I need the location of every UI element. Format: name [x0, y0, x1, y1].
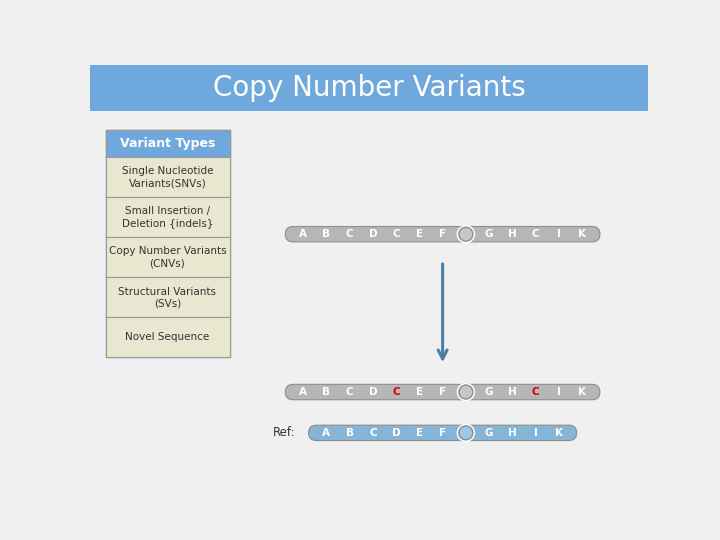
- FancyBboxPatch shape: [90, 65, 648, 111]
- Text: Small Insertion /
Deletion {indels}: Small Insertion / Deletion {indels}: [122, 206, 213, 228]
- FancyBboxPatch shape: [106, 237, 230, 278]
- Text: G: G: [485, 229, 493, 239]
- FancyBboxPatch shape: [285, 384, 600, 400]
- Text: E: E: [416, 428, 423, 438]
- Text: C: C: [392, 387, 400, 397]
- Text: K: K: [578, 387, 586, 397]
- Text: I: I: [557, 387, 561, 397]
- Text: K: K: [555, 428, 563, 438]
- FancyBboxPatch shape: [106, 130, 230, 157]
- Text: Variant Types: Variant Types: [120, 137, 215, 150]
- Text: Copy Number Variants: Copy Number Variants: [212, 74, 526, 102]
- Text: Copy Number Variants
(CNVs): Copy Number Variants (CNVs): [109, 246, 226, 268]
- Text: H: H: [508, 428, 517, 438]
- Circle shape: [459, 426, 473, 440]
- Text: I: I: [557, 229, 561, 239]
- Text: C: C: [532, 387, 539, 397]
- FancyBboxPatch shape: [106, 157, 230, 197]
- FancyBboxPatch shape: [309, 425, 577, 441]
- Text: F: F: [439, 229, 446, 239]
- FancyBboxPatch shape: [106, 318, 230, 357]
- Text: C: C: [392, 229, 400, 239]
- Text: Novel Sequence: Novel Sequence: [125, 333, 210, 342]
- Text: G: G: [485, 428, 493, 438]
- Circle shape: [457, 383, 474, 401]
- FancyBboxPatch shape: [285, 226, 600, 242]
- Text: C: C: [369, 428, 377, 438]
- Text: B: B: [323, 387, 330, 397]
- Text: Structural Variants
(SVs): Structural Variants (SVs): [119, 287, 217, 308]
- Text: G: G: [485, 387, 493, 397]
- Text: H: H: [508, 229, 517, 239]
- Circle shape: [459, 385, 473, 399]
- Text: C: C: [346, 387, 354, 397]
- Circle shape: [457, 424, 474, 441]
- FancyBboxPatch shape: [106, 278, 230, 318]
- Text: D: D: [369, 229, 377, 239]
- Circle shape: [459, 227, 473, 241]
- Text: C: C: [346, 229, 354, 239]
- Text: A: A: [299, 387, 307, 397]
- Text: F: F: [439, 387, 446, 397]
- Circle shape: [457, 226, 474, 242]
- Text: C: C: [532, 229, 539, 239]
- Text: Single Nucleotide
Variants(SNVs): Single Nucleotide Variants(SNVs): [122, 166, 213, 188]
- Text: Ref:: Ref:: [273, 427, 295, 440]
- Text: B: B: [346, 428, 354, 438]
- Text: A: A: [323, 428, 330, 438]
- Text: B: B: [323, 229, 330, 239]
- Text: H: H: [508, 387, 517, 397]
- Text: I: I: [534, 428, 538, 438]
- Text: D: D: [392, 428, 400, 438]
- FancyArrowPatch shape: [438, 264, 447, 359]
- FancyBboxPatch shape: [106, 197, 230, 237]
- Text: D: D: [369, 387, 377, 397]
- Text: A: A: [299, 229, 307, 239]
- Text: F: F: [439, 428, 446, 438]
- Text: E: E: [416, 387, 423, 397]
- Text: E: E: [416, 229, 423, 239]
- Text: K: K: [578, 229, 586, 239]
